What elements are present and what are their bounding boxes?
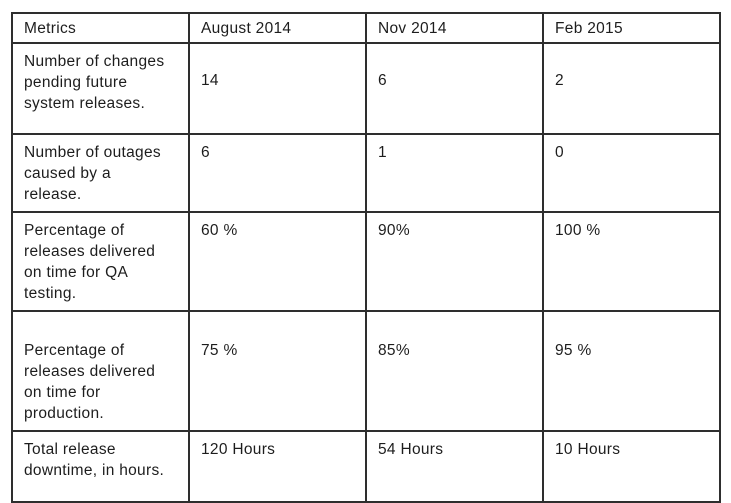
metric-value: 100 %: [542, 211, 721, 312]
header-row: Metrics August 2014 Nov 2014 Feb 2015: [11, 12, 721, 44]
release-metrics-table: Metrics August 2014 Nov 2014 Feb 2015 Nu…: [11, 12, 721, 503]
metric-value: 54 Hours: [365, 430, 544, 503]
metric-value: 10 Hours: [542, 430, 721, 503]
metric-value: 6: [365, 42, 544, 135]
metric-value: 75 %: [188, 310, 367, 432]
table-row-downtime: Total release downtime, in hours. 120 Ho…: [11, 430, 721, 503]
column-header-feb-2015: Feb 2015: [542, 12, 721, 44]
metric-value: 2: [542, 42, 721, 135]
metric-value: 95 %: [542, 310, 721, 432]
metric-value: 60 %: [188, 211, 367, 312]
metric-value: 85%: [365, 310, 544, 432]
metric-value: 14: [188, 42, 367, 135]
column-header-metrics: Metrics: [11, 12, 190, 44]
metric-value: 6: [188, 133, 367, 213]
column-header-nov-2014: Nov 2014: [365, 12, 544, 44]
metric-value: 0: [542, 133, 721, 213]
table-row-outages: Number of outages caused by a release. 6…: [11, 133, 721, 213]
table-row-changes-pending: Number of changes pending future system …: [11, 42, 721, 135]
metric-value: 1: [365, 133, 544, 213]
table-row-qa-on-time: Percentage of releases delivered on time…: [11, 211, 721, 312]
column-header-august-2014: August 2014: [188, 12, 367, 44]
metric-label: Number of changes pending future system …: [11, 42, 190, 135]
metric-label: Percentage of releases delivered on time…: [11, 310, 190, 432]
table-row-production-on-time: Percentage of releases delivered on time…: [11, 310, 721, 432]
metric-value: 120 Hours: [188, 430, 367, 503]
metric-value: 90%: [365, 211, 544, 312]
metric-label: Percentage of releases delivered on time…: [11, 211, 190, 312]
metric-label: Total release downtime, in hours.: [11, 430, 190, 503]
metric-label: Number of outages caused by a release.: [11, 133, 190, 213]
